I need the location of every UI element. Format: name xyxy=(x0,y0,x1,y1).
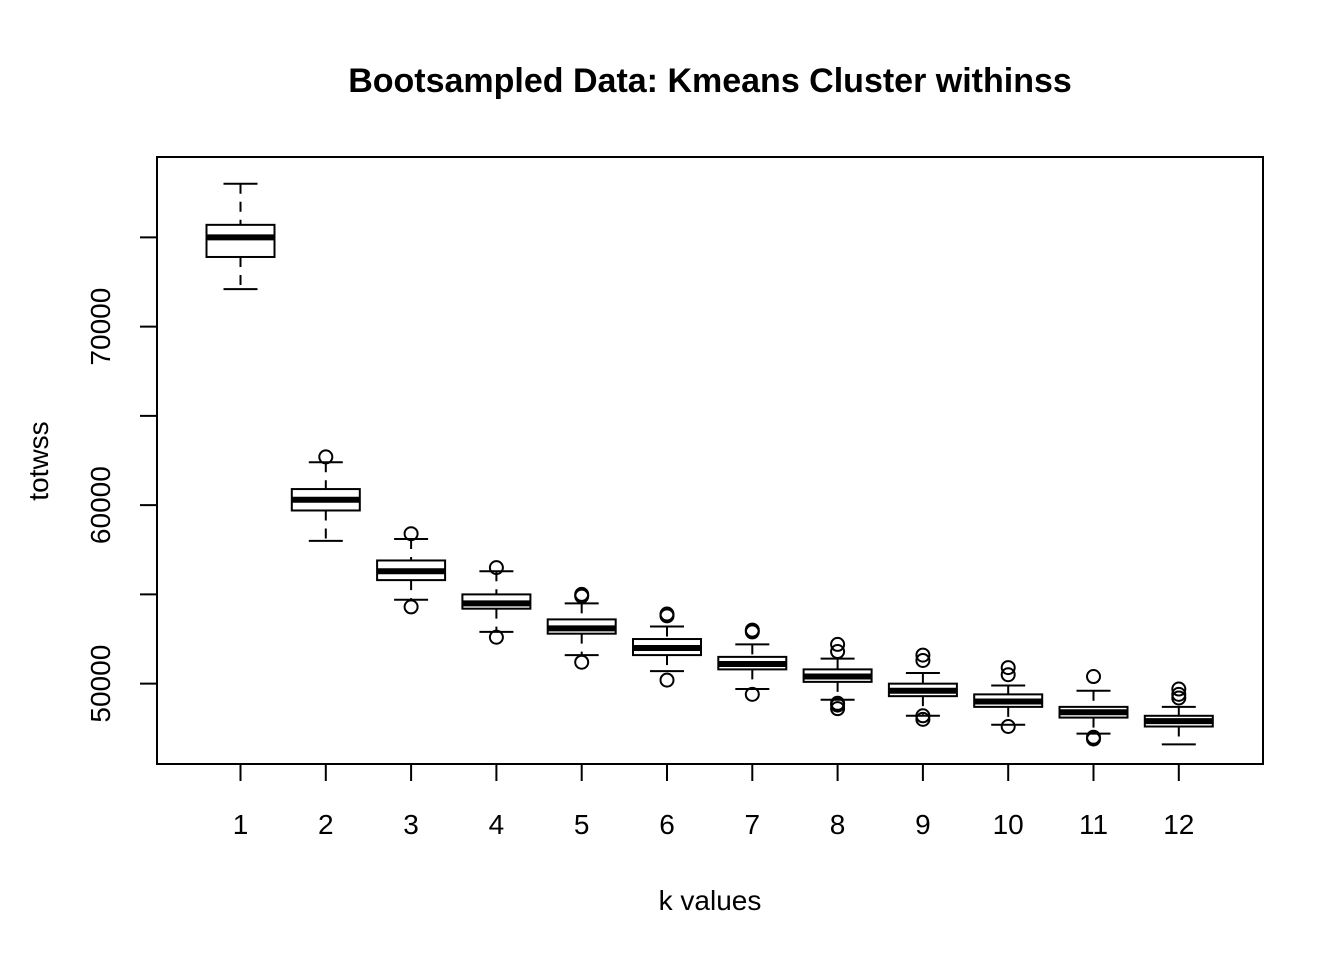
box-k-6 xyxy=(632,606,702,688)
outlier-point xyxy=(1171,686,1187,702)
outlier-point xyxy=(830,695,846,711)
y-tick-label: 50000 xyxy=(85,645,116,723)
x-tick-label: 10 xyxy=(993,809,1024,840)
x-tick-label: 2 xyxy=(318,809,334,840)
outlier-point xyxy=(488,629,504,645)
outlier-point xyxy=(915,652,931,668)
outlier-point xyxy=(1171,681,1187,697)
box-k-12 xyxy=(1143,681,1214,746)
box-k-4 xyxy=(461,560,532,645)
outlier-point xyxy=(830,644,846,660)
outlier-point xyxy=(659,606,675,622)
x-tick-label: 7 xyxy=(745,809,761,840)
plot-frame xyxy=(156,156,1264,765)
outlier-point xyxy=(1086,729,1101,745)
box-k-8 xyxy=(802,636,873,717)
box-k-2 xyxy=(290,449,361,542)
boxes-layer xyxy=(205,182,1214,747)
outlier-point xyxy=(403,599,419,615)
x-tick-label: 12 xyxy=(1163,809,1194,840)
box-k-7 xyxy=(717,622,788,702)
chart-title: Bootsampled Data: Kmeans Cluster withins… xyxy=(348,62,1072,100)
outlier-point xyxy=(574,654,590,670)
x-tick-label: 6 xyxy=(659,809,675,840)
iqr-box xyxy=(205,223,276,258)
x-tick-label: 9 xyxy=(915,809,931,840)
x-axis: 1 2 3 4 5 6 7 8 9 10 11 12 xyxy=(233,764,1194,840)
x-tick-label: 3 xyxy=(403,809,419,840)
outlier-point xyxy=(1000,719,1016,735)
box-k-3 xyxy=(376,526,447,615)
outlier-point xyxy=(744,686,760,702)
outlier-point xyxy=(403,526,419,542)
x-tick-label: 8 xyxy=(830,809,846,840)
box-k-10 xyxy=(973,660,1044,735)
outlier-point xyxy=(830,636,846,652)
outlier-point xyxy=(744,622,760,638)
box-k-9 xyxy=(887,647,958,727)
outlier-point xyxy=(318,449,334,465)
x-tick-label: 4 xyxy=(489,809,505,840)
outlier-point xyxy=(1086,669,1101,685)
outlier-point xyxy=(915,647,931,663)
outlier-point xyxy=(574,586,590,602)
y-axis: 50000 60000 70000 xyxy=(85,236,157,723)
outlier-point xyxy=(915,708,931,724)
x-axis-label: k values xyxy=(659,885,762,916)
y-axis-label: totwss xyxy=(23,421,54,500)
outlier-point xyxy=(1000,667,1016,683)
x-tick-label: 5 xyxy=(574,809,590,840)
outlier-point xyxy=(488,560,504,576)
outlier-point xyxy=(659,672,675,688)
box-k-11 xyxy=(1058,669,1129,747)
box-k-1 xyxy=(205,182,276,291)
x-tick-label: 1 xyxy=(233,809,249,840)
y-tick-label: 60000 xyxy=(85,466,116,544)
x-tick-label: 11 xyxy=(1079,809,1108,840)
box-k-5 xyxy=(546,586,617,670)
outlier-point xyxy=(1000,660,1016,676)
y-tick-label: 70000 xyxy=(85,288,116,366)
